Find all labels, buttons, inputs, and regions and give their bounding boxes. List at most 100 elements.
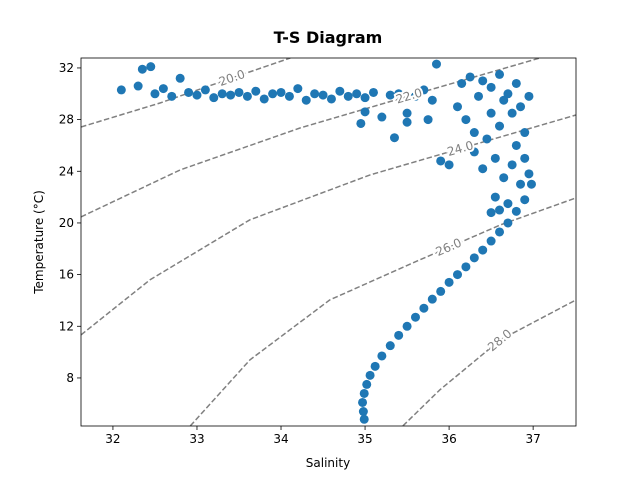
scatter-point <box>469 253 479 263</box>
scatter-point <box>511 78 521 88</box>
scatter-point <box>301 95 311 105</box>
scatter-point <box>200 85 210 95</box>
scatter-point <box>507 160 517 170</box>
scatter-point <box>310 89 320 99</box>
scatter-point <box>360 107 370 117</box>
scatter-point <box>516 102 526 112</box>
scatter-point <box>457 78 467 88</box>
scatter-point <box>423 115 433 125</box>
y-axis-label: Temperature (°C) <box>32 190 46 295</box>
scatter-point <box>444 277 454 287</box>
scatter-point <box>469 147 479 157</box>
scatter-point <box>478 76 488 86</box>
scatter-point <box>503 89 513 99</box>
scatter-point <box>478 245 488 255</box>
scatter-point <box>394 330 404 340</box>
contour-line <box>81 58 541 218</box>
scatter-point <box>385 90 395 100</box>
scatter-point <box>486 108 496 118</box>
scatter-point <box>507 108 517 118</box>
scatter-point <box>394 89 404 99</box>
contour-label: 28.0 <box>485 326 515 354</box>
contour-line <box>402 299 576 426</box>
scatter-point <box>453 102 463 112</box>
scatter-point <box>368 87 378 97</box>
scatter-point <box>486 82 496 92</box>
scatter-point <box>209 93 219 103</box>
contour-line <box>81 58 291 128</box>
scatter-point <box>276 87 286 97</box>
scatter-point <box>226 90 236 100</box>
scatter-point <box>167 91 177 101</box>
scatter-point <box>427 95 437 105</box>
x-tick-label: 37 <box>525 432 540 446</box>
x-tick-label: 36 <box>441 432 456 446</box>
scatter-point <box>461 115 471 125</box>
scatter-point <box>503 199 513 209</box>
scatter-point <box>469 128 479 138</box>
scatter-point <box>461 262 471 272</box>
scatter-point <box>490 153 500 163</box>
scatter-point <box>365 370 375 380</box>
scatter-point <box>242 91 252 101</box>
scatter-point <box>116 85 126 95</box>
scatter-point <box>370 361 380 371</box>
scatter-point <box>431 59 441 69</box>
scatter-point <box>511 140 521 150</box>
scatter-point <box>499 95 509 105</box>
scatter-point <box>436 156 446 166</box>
scatter-point <box>465 72 475 82</box>
scatter-point <box>133 81 143 91</box>
scatter-point <box>503 218 513 228</box>
scatter-point <box>410 312 420 322</box>
contour-line <box>189 197 576 426</box>
scatter-point <box>352 89 362 99</box>
scatter-point <box>326 94 336 104</box>
scatter-point <box>486 208 496 218</box>
scatter-point <box>520 128 530 138</box>
scatter-point <box>520 153 530 163</box>
scatter-point <box>268 89 278 99</box>
scatter-point <box>192 90 202 100</box>
scatter-point <box>251 86 261 96</box>
scatter-point <box>495 227 505 237</box>
scatter-point <box>217 89 227 99</box>
scatter-point <box>356 118 366 128</box>
y-tick-label: 24 <box>59 164 74 178</box>
scatter-point <box>511 206 521 216</box>
contour-label: 20.0 <box>217 67 247 89</box>
x-tick-label: 32 <box>105 432 120 446</box>
scatter-point <box>358 397 368 407</box>
scatter-point <box>343 91 353 101</box>
scatter-point <box>524 169 534 179</box>
scatter-point <box>284 91 294 101</box>
scatter-point <box>358 407 368 417</box>
scatter-point <box>158 84 168 94</box>
scatter-point <box>150 89 160 99</box>
scatter-point <box>524 91 534 101</box>
scatter-point <box>482 134 492 144</box>
y-tick-label: 20 <box>59 216 74 230</box>
y-tick-label: 12 <box>59 319 74 333</box>
scatter-layer <box>116 59 536 424</box>
scatter-point <box>385 341 395 351</box>
scatter-point <box>402 108 412 118</box>
scatter-point <box>402 321 412 331</box>
y-tick-label: 16 <box>59 268 74 282</box>
scatter-point <box>402 117 412 127</box>
contour-layer <box>81 58 576 426</box>
x-tick-label: 34 <box>273 432 288 446</box>
scatter-point <box>389 133 399 143</box>
chart-title: T-S Diagram <box>274 28 383 47</box>
scatter-point <box>184 87 194 97</box>
scatter-point <box>419 303 429 313</box>
scatter-point <box>293 84 303 94</box>
scatter-point <box>318 90 328 100</box>
scatter-point <box>520 195 530 205</box>
scatter-point <box>499 173 509 183</box>
scatter-point <box>486 236 496 246</box>
contour-label: 24.0 <box>446 138 476 159</box>
scatter-point <box>526 179 536 189</box>
scatter-point <box>419 85 429 95</box>
scatter-point <box>146 62 156 72</box>
